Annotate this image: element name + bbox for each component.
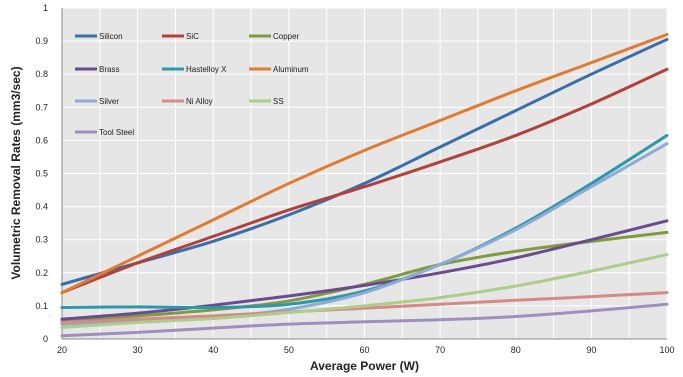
- y-tick-label: 0.5: [35, 169, 48, 179]
- legend-label-brass: Brass: [99, 65, 119, 74]
- x-axis-label: Average Power (W): [310, 359, 419, 373]
- series-line-silicon: [60, 37, 669, 286]
- y-axis-label: Volumetric Removal Rates (mm3/sec): [9, 66, 23, 279]
- y-tick-label: 0: [43, 334, 48, 344]
- x-tick-label: 100: [659, 345, 674, 355]
- x-tick-label: 70: [435, 345, 445, 355]
- legend-label-ni-alloy: Ni Alloy: [186, 97, 213, 106]
- series-line-ss: [60, 253, 669, 329]
- x-tick-label: 30: [133, 345, 143, 355]
- legend-label-aluminum: Aluminum: [273, 65, 309, 74]
- legend-label-copper: Copper: [273, 32, 300, 41]
- series-line-aluminum: [60, 32, 669, 295]
- y-tick-label: 1: [43, 3, 48, 13]
- x-tick-label: 40: [208, 345, 218, 355]
- legend-label-tool-steel: Tool Steel: [99, 128, 134, 137]
- legend: Silicon SiC Copper Brass Hastelloy X Aluminum…: [75, 32, 309, 137]
- legend-label-sic: SiC: [186, 32, 199, 41]
- series-lines: [60, 32, 669, 338]
- y-tick-label: 0.4: [35, 202, 48, 212]
- legend-label-silicon: Silicon: [99, 32, 123, 41]
- legend-label-silver: Silver: [99, 97, 119, 106]
- y-tick-label: 0.1: [35, 301, 48, 311]
- y-tick-label: 0.6: [35, 135, 48, 145]
- x-tick-label: 50: [284, 345, 294, 355]
- legend-label-ss: SS: [273, 97, 284, 106]
- y-tick-label: 0.2: [35, 268, 48, 278]
- y-tick-label: 0.7: [35, 102, 48, 112]
- x-axis-ticks: 20 30 40 50 60 70 80 90 100: [57, 345, 675, 355]
- y-tick-label: 0.3: [35, 235, 48, 245]
- series-line-tool-steel: [60, 302, 669, 338]
- x-tick-label: 80: [511, 345, 521, 355]
- x-tick-label: 90: [586, 345, 596, 355]
- legend-label-hastelloy-x: Hastelloy X: [186, 65, 227, 74]
- x-tick-label: 20: [57, 345, 67, 355]
- x-tick-label: 60: [359, 345, 369, 355]
- y-tick-label: 0.9: [35, 36, 48, 46]
- series-line-brass: [60, 219, 669, 321]
- series-line-sic: [60, 67, 669, 295]
- y-tick-label: 0.8: [35, 69, 48, 79]
- y-axis-ticks: 0 0.1 0.2 0.3 0.4 0.5 0.6 0.7 0.8 0.9 1: [35, 3, 48, 344]
- series-line-ni-alloy: [60, 291, 669, 324]
